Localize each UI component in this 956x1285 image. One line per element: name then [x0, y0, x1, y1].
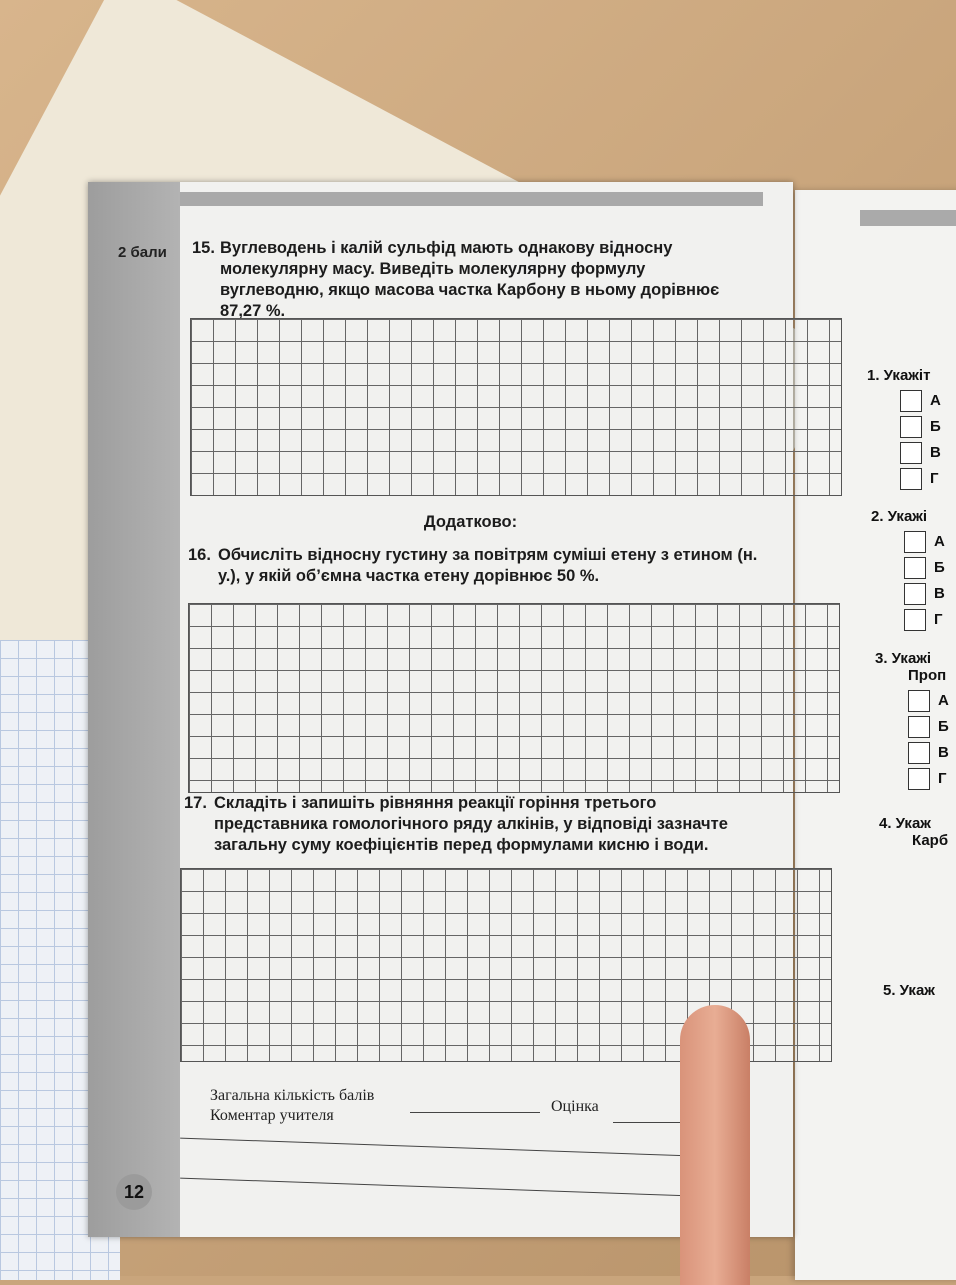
- option-box[interactable]: В: [904, 581, 945, 607]
- total-points-line[interactable]: [410, 1112, 540, 1113]
- right-q3-sub: Проп: [908, 667, 947, 684]
- option-label: А: [934, 533, 945, 550]
- option-box[interactable]: Б: [904, 555, 945, 581]
- option-box[interactable]: А: [900, 388, 941, 414]
- right-q1-label: 1. Укажіт: [867, 367, 931, 384]
- question-number: 17.: [184, 794, 207, 812]
- option-label: Б: [930, 418, 941, 435]
- right-top-bar: [860, 210, 956, 226]
- right-q4: 4. Укаж Карб: [879, 815, 948, 849]
- question-text: Вуглеводень і калій сульфід мають однако…: [220, 239, 720, 320]
- option-label: А: [938, 692, 949, 709]
- option-label: В: [938, 744, 949, 761]
- page-margin-strip: [88, 182, 180, 1237]
- option-box[interactable]: В: [908, 740, 949, 766]
- page-number: 12: [116, 1174, 152, 1210]
- points-label: 2 бали: [118, 244, 167, 261]
- right-q2: 2. Укажі А Б В Г: [871, 508, 945, 633]
- option-box[interactable]: Г: [904, 607, 945, 633]
- option-label: В: [934, 585, 945, 602]
- total-points-label: Загальна кількість балів: [210, 1087, 375, 1104]
- question-number: 16.: [188, 546, 211, 564]
- question-17: 17. Складіть і запишіть рівняння реакції…: [184, 793, 754, 856]
- finger: [680, 1005, 750, 1285]
- right-q3-label: 3. Укажі: [875, 650, 932, 667]
- right-q1: 1. Укажіт А Б В Г: [867, 367, 941, 492]
- option-box[interactable]: Г: [900, 466, 941, 492]
- page-top-bar: [180, 192, 763, 206]
- right-q5: 5. Укаж: [883, 982, 935, 999]
- option-label: Г: [930, 470, 939, 487]
- grade-line[interactable]: [613, 1122, 703, 1123]
- comment-line[interactable]: [180, 1137, 720, 1158]
- right-q5-label: 5. Укаж: [883, 982, 935, 999]
- right-q3: 3. Укажі Проп А Б В Г: [875, 650, 949, 792]
- option-label: В: [930, 444, 941, 461]
- workbook-page: 2 бали 15. Вуглеводень і калій сульфід м…: [88, 182, 842, 1237]
- teacher-comment-label: Коментар учителя: [210, 1107, 334, 1124]
- option-label: Б: [938, 718, 949, 735]
- question-number: 15.: [192, 239, 215, 257]
- question-text: Складіть і запишіть рівняння реакції гор…: [214, 794, 728, 854]
- question-text: Обчисліть відносну густину за повітрям с…: [218, 546, 758, 585]
- option-box[interactable]: Б: [900, 414, 941, 440]
- right-q4-sub: Карб: [912, 832, 949, 849]
- option-label: Г: [934, 611, 943, 628]
- option-label: А: [930, 392, 941, 409]
- option-box[interactable]: А: [904, 529, 945, 555]
- question-15: 15. Вуглеводень і калій сульфід мають од…: [192, 238, 752, 322]
- option-box[interactable]: Г: [908, 766, 949, 792]
- comment-line[interactable]: [180, 1177, 720, 1198]
- option-box[interactable]: Б: [908, 714, 949, 740]
- option-box[interactable]: А: [908, 688, 949, 714]
- answer-grid-15[interactable]: [190, 318, 842, 496]
- right-q2-label: 2. Укажі: [871, 508, 928, 525]
- grade-label: Оцінка: [551, 1098, 599, 1115]
- option-label: Г: [938, 770, 947, 787]
- option-label: Б: [934, 559, 945, 576]
- extra-heading: Додатково:: [423, 513, 518, 531]
- right-q4-label: 4. Укаж: [879, 815, 931, 832]
- answer-grid-16[interactable]: [188, 603, 840, 793]
- question-16: 16. Обчисліть відносну густину за повітр…: [188, 545, 758, 587]
- option-box[interactable]: В: [900, 440, 941, 466]
